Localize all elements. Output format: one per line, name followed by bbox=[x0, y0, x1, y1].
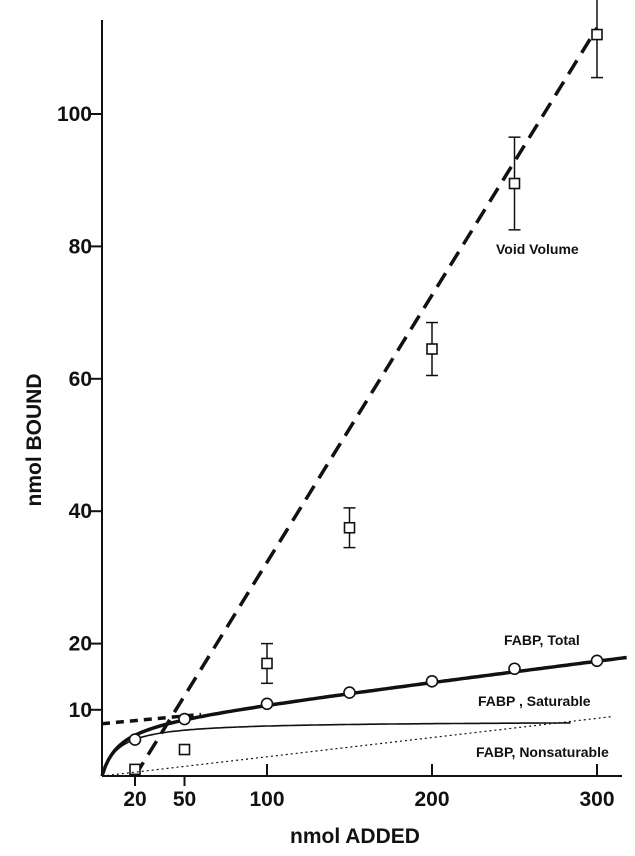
y-tick-label-80: 80 bbox=[69, 235, 92, 258]
y-tick-label-40: 40 bbox=[69, 500, 92, 523]
series-layer bbox=[100, 0, 627, 777]
fabp-total-extrapolation bbox=[101, 712, 202, 726]
y-tick-label-100: 100 bbox=[57, 103, 92, 126]
series-label-fabp-total: FABP, Total bbox=[504, 632, 580, 648]
x-axis-title: nmol ADDED bbox=[290, 825, 420, 848]
fabp-nonsaturable-line bbox=[101, 715, 614, 777]
series-label-fabp-nonsaturable: FABP, Nonsaturable bbox=[476, 744, 609, 760]
void-volume-point-0 bbox=[129, 763, 141, 776]
x-tick-label-200: 200 bbox=[414, 788, 449, 811]
x-tick-label-20: 20 bbox=[123, 788, 146, 811]
fabp-total-point-6 bbox=[590, 654, 604, 668]
x-tick-label-100: 100 bbox=[249, 788, 284, 811]
y-tick-label-20: 20 bbox=[69, 633, 92, 656]
fabp-total-point-5 bbox=[508, 662, 521, 676]
fabp-total-point-0 bbox=[128, 733, 142, 746]
y-axis-title: nmol BOUND bbox=[23, 374, 46, 507]
labels-layer: nmol ADDED nmol BOUND Void Volume FABP, … bbox=[23, 241, 609, 848]
void-volume-point-5 bbox=[508, 177, 521, 190]
x-tick-label-50: 50 bbox=[173, 788, 196, 811]
void-volume-point-1 bbox=[178, 743, 191, 756]
axes: 10 20 40 60 80 100 20 50 100 200 300 bbox=[57, 20, 622, 811]
y-tick-label-10: 10 bbox=[69, 699, 92, 722]
fabp-total-point-3 bbox=[343, 686, 356, 699]
void-volume-point-3 bbox=[343, 521, 356, 534]
series-label-fabp-saturable: FABP , Saturable bbox=[478, 693, 591, 709]
fabp-total-point-4 bbox=[425, 675, 439, 688]
fabp-total-point-2 bbox=[260, 697, 274, 711]
fabp-saturable-line bbox=[101, 722, 571, 777]
series-label-void-volume: Void Volume bbox=[496, 241, 579, 257]
x-tick-label-300: 300 bbox=[579, 788, 614, 811]
void-volume-point-2 bbox=[261, 657, 273, 670]
y-tick-label-60: 60 bbox=[69, 368, 92, 391]
void-volume-point-4 bbox=[426, 343, 438, 355]
fabp-total-point-1 bbox=[178, 712, 191, 726]
void-volume-line bbox=[133, 27, 599, 777]
void-volume-point-6 bbox=[591, 28, 603, 41]
